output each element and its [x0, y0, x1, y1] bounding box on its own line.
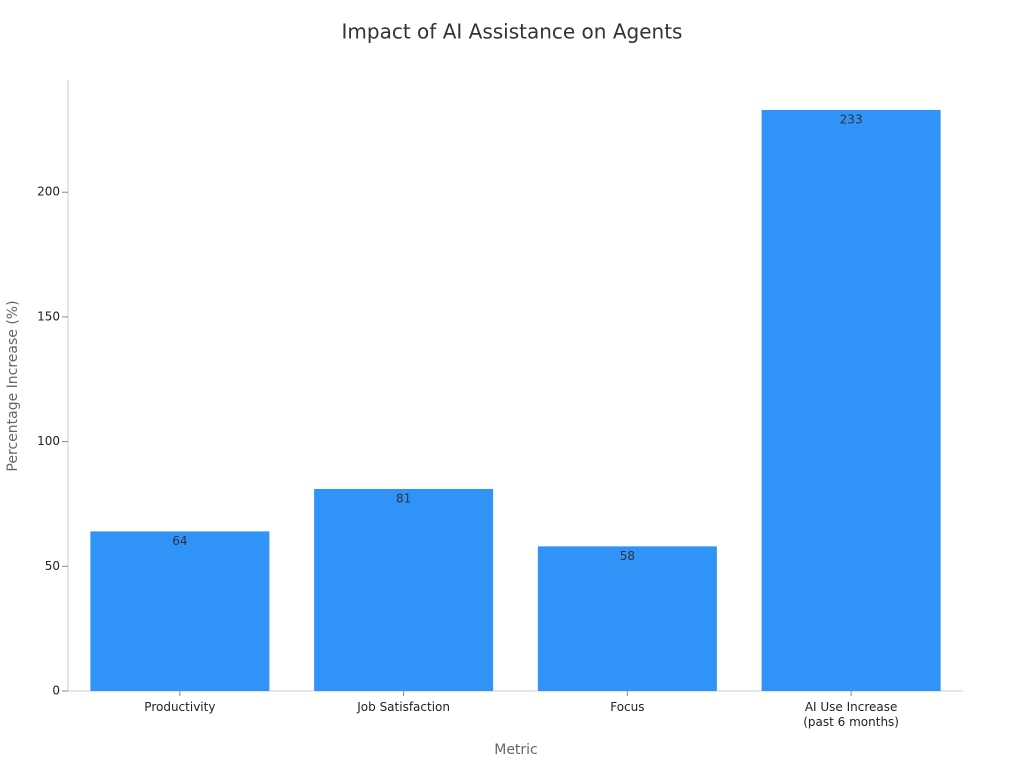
x-tick-label: AI Use Increase (past 6 months) — [803, 700, 899, 729]
x-tick-label: Productivity — [144, 700, 216, 714]
y-axis-title: Percentage Increase (%) — [5, 300, 21, 471]
data-label: 64 — [172, 534, 187, 548]
data-label: 81 — [396, 491, 411, 505]
data-label: 233 — [840, 112, 863, 126]
y-tick-label: 150 — [37, 309, 60, 323]
y-tick-label: 50 — [45, 559, 60, 573]
bar — [761, 109, 941, 692]
y-tick-label: 200 — [37, 185, 60, 199]
chart-title: Impact of AI Assistance on Agents — [342, 20, 683, 44]
data-label: 58 — [620, 549, 635, 563]
x-axis-title: Metric — [494, 742, 538, 758]
bar — [537, 546, 717, 691]
y-tick-label: 0 — [52, 684, 60, 698]
y-tick-label: 100 — [37, 434, 60, 448]
x-tick-label: Job Satisfaction — [357, 700, 450, 714]
bar — [314, 488, 494, 691]
bar — [90, 531, 270, 691]
x-tick-label: Focus — [610, 700, 645, 714]
